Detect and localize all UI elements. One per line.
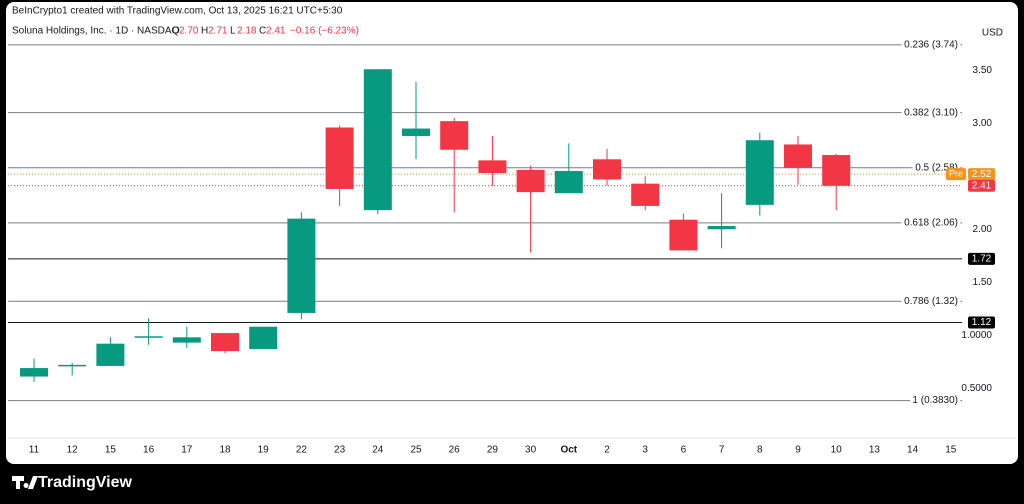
y-tick-label: 2.00: [973, 224, 993, 235]
candle-body: [402, 128, 430, 136]
candle-body: [287, 218, 316, 313]
candle-body: [325, 127, 354, 189]
fib-label: 0.236 (3.74): [904, 39, 958, 50]
y-tick-label: 3.50: [973, 65, 993, 76]
legend-key: C: [259, 26, 266, 37]
x-tick-label: Oct: [560, 445, 577, 456]
pre-market-price: 2.52: [972, 169, 992, 180]
legend-value: 2.18: [237, 26, 257, 37]
candle-body: [363, 69, 392, 211]
fib-label: 0.618 (2.06): [904, 218, 958, 229]
x-tick-label: 15: [105, 445, 117, 456]
legend-value: 2.71: [208, 26, 228, 37]
pre-market-tag: [946, 168, 966, 181]
x-tick-label: 30: [525, 445, 537, 456]
y-tick-label: 1.0000: [961, 330, 992, 341]
x-tick-label: 29: [487, 445, 499, 456]
legend-key: H: [201, 26, 208, 37]
x-tick-label: 15: [945, 445, 957, 456]
price-tag: [968, 252, 995, 265]
y-tick-label: 3.00: [973, 118, 993, 129]
x-tick-label: 22: [296, 445, 308, 456]
candle-body: [211, 333, 239, 352]
candle-body: [172, 337, 201, 343]
candle-body: [249, 326, 278, 349]
x-tick-label: 6: [681, 445, 687, 456]
brand-logo: [12, 476, 38, 489]
x-tick-label: 23: [334, 445, 346, 456]
legend-value: 2.41: [266, 26, 286, 37]
x-tick-label: 2: [604, 445, 610, 456]
candle-body: [96, 343, 125, 366]
x-tick-label: 7: [719, 445, 725, 456]
candle-body: [593, 159, 621, 180]
pre-market-label: Pre: [949, 168, 963, 178]
x-tick-label: 18: [219, 445, 231, 456]
fib-label: 0.382 (3.10): [904, 107, 958, 118]
x-tick-label: 17: [181, 445, 193, 456]
x-tick-label: 11: [29, 445, 40, 456]
candle-body: [478, 160, 507, 174]
legend-change: −0.16 (−6.23%): [290, 26, 359, 37]
x-tick-label: 13: [869, 445, 881, 456]
x-tick-label: 16: [143, 445, 155, 456]
candle-body: [822, 155, 851, 186]
price-tag: [968, 316, 995, 329]
y-tick-label: 0.5000: [961, 383, 992, 394]
price-tag-label: 1.72: [972, 254, 992, 265]
price-tag-label: 1.12: [972, 317, 992, 328]
legend-key: O: [172, 26, 180, 37]
candle-body: [631, 183, 660, 206]
x-tick-label: 12: [67, 445, 79, 456]
x-tick-label: 25: [410, 445, 422, 456]
x-tick-label: 10: [831, 445, 843, 456]
chart-panel: [6, 2, 1018, 464]
last-price-tag: [968, 179, 995, 192]
legend-value: 2.70: [179, 26, 199, 37]
candle-body: [20, 368, 48, 377]
x-tick-label: 24: [372, 445, 384, 456]
brand: TradingView: [12, 474, 133, 491]
x-tick-label: 26: [449, 445, 461, 456]
y-tick-label: 1.50: [973, 277, 993, 288]
x-tick-label: 8: [757, 445, 763, 456]
candle-body: [707, 226, 736, 230]
fib-label: 1 (0.3830): [912, 395, 958, 406]
candle-body: [58, 364, 87, 367]
legend-key: L: [230, 26, 236, 37]
candle-body: [784, 144, 812, 168]
last-price: 2.41: [972, 180, 992, 191]
candle-body: [669, 219, 698, 251]
candle-body: [745, 140, 774, 205]
candle-body: [554, 170, 583, 194]
candle-body: [440, 121, 469, 150]
candle-body: [516, 169, 545, 193]
pre-market-price-tag: [968, 168, 995, 181]
currency: USD: [982, 28, 1003, 39]
brand-name: TradingView: [38, 474, 133, 491]
candle-body: [134, 336, 163, 338]
x-tick-label: 14: [907, 445, 919, 456]
legend-symbol: Soluna Holdings, Inc. · 1D · NASDAQ: [12, 26, 180, 37]
credit: BeInCrypto1 created with TradingView.com…: [12, 6, 343, 17]
x-tick-label: 19: [258, 445, 270, 456]
fib-label: 0.786 (1.32): [904, 296, 958, 307]
x-tick-label: 3: [642, 445, 648, 456]
x-tick-label: 9: [795, 445, 801, 456]
